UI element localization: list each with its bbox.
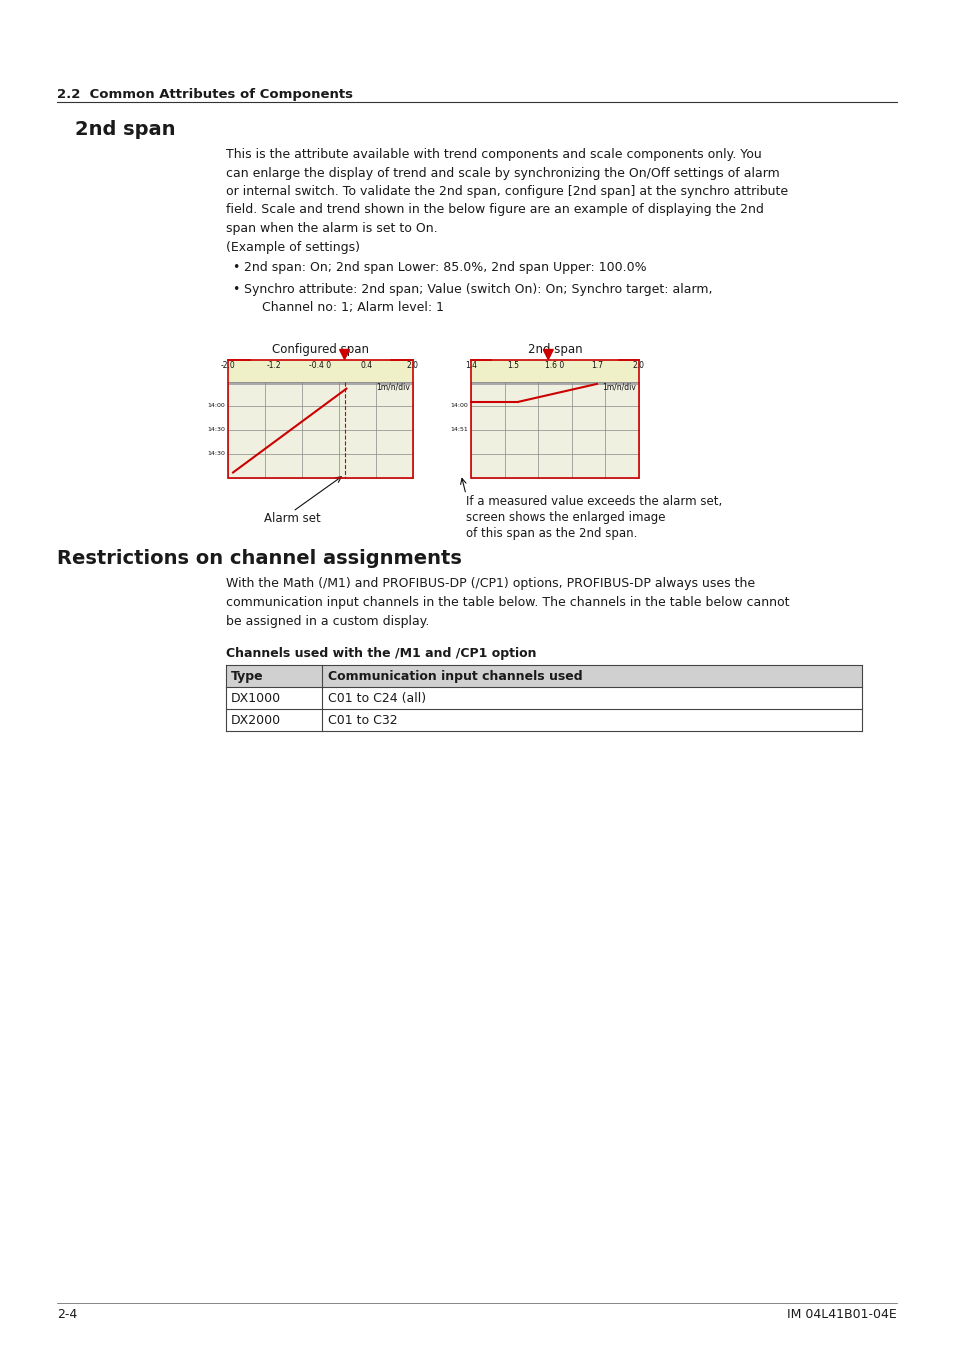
Text: 14:00: 14:00 xyxy=(207,404,225,408)
Bar xyxy=(471,359,639,478)
Polygon shape xyxy=(542,350,553,359)
Text: -0.4 0: -0.4 0 xyxy=(309,362,332,370)
Bar xyxy=(228,382,413,478)
Text: This is the attribute available with trend components and scale components only.: This is the attribute available with tre… xyxy=(226,148,760,161)
Bar xyxy=(228,382,413,385)
Text: or internal switch. To validate the 2nd span, configure [2nd span] at the synchr: or internal switch. To validate the 2nd … xyxy=(226,185,787,198)
Text: C01 to C24 (all): C01 to C24 (all) xyxy=(328,693,426,705)
Text: 2nd span: 2nd span xyxy=(75,120,175,139)
Text: 1.5: 1.5 xyxy=(506,362,518,370)
Text: 2-4: 2-4 xyxy=(57,1308,77,1322)
Text: 1.6 0: 1.6 0 xyxy=(545,362,564,370)
Text: field. Scale and trend shown in the below figure are an example of displaying th: field. Scale and trend shown in the belo… xyxy=(226,204,763,216)
Text: 2.0: 2.0 xyxy=(633,362,644,370)
Text: •: • xyxy=(232,282,239,296)
Text: Channel no: 1; Alarm level: 1: Channel no: 1; Alarm level: 1 xyxy=(262,301,443,315)
Text: 14:00: 14:00 xyxy=(450,404,468,408)
Text: of this span as the 2nd span.: of this span as the 2nd span. xyxy=(465,526,637,540)
Text: 2.0: 2.0 xyxy=(407,362,418,370)
Text: 14:51: 14:51 xyxy=(450,427,468,432)
Text: screen shows the enlarged image: screen shows the enlarged image xyxy=(465,510,665,524)
Text: Configured span: Configured span xyxy=(272,343,369,356)
Text: 2.2  Common Attributes of Components: 2.2 Common Attributes of Components xyxy=(57,88,353,101)
Text: communication input channels in the table below. The channels in the table below: communication input channels in the tabl… xyxy=(226,595,789,609)
Text: -1.2: -1.2 xyxy=(267,362,281,370)
Text: Restrictions on channel assignments: Restrictions on channel assignments xyxy=(57,549,461,568)
Polygon shape xyxy=(339,350,349,359)
Text: Communication input channels used: Communication input channels used xyxy=(328,670,582,683)
Text: 14:30: 14:30 xyxy=(207,427,225,432)
Text: 0.4: 0.4 xyxy=(360,362,373,370)
Text: C01 to C32: C01 to C32 xyxy=(328,714,397,728)
Text: 2nd span: On; 2nd span Lower: 85.0%, 2nd span Upper: 100.0%: 2nd span: On; 2nd span Lower: 85.0%, 2nd… xyxy=(244,261,646,274)
Text: With the Math (/M1) and PROFIBUS-DP (/CP1) options, PROFIBUS-DP always uses the: With the Math (/M1) and PROFIBUS-DP (/CP… xyxy=(226,578,755,590)
Text: (Example of settings): (Example of settings) xyxy=(226,240,359,254)
Bar xyxy=(471,382,639,385)
Text: IM 04L41B01-04E: IM 04L41B01-04E xyxy=(786,1308,896,1322)
Text: 1m/n/div: 1m/n/div xyxy=(375,382,410,391)
Text: If a measured value exceeds the alarm set,: If a measured value exceeds the alarm se… xyxy=(465,494,721,508)
Text: DX1000: DX1000 xyxy=(231,693,281,705)
Text: -2.0: -2.0 xyxy=(220,362,235,370)
Text: Type: Type xyxy=(231,670,263,683)
Text: 1.7: 1.7 xyxy=(590,362,602,370)
Text: Channels used with the /M1 and /CP1 option: Channels used with the /M1 and /CP1 opti… xyxy=(226,647,536,660)
Text: 1.4: 1.4 xyxy=(464,362,476,370)
Text: 14:30: 14:30 xyxy=(207,451,225,456)
Bar xyxy=(228,359,413,478)
Text: •: • xyxy=(232,261,239,274)
Text: can enlarge the display of trend and scale by synchronizing the On/Off settings : can enlarge the display of trend and sca… xyxy=(226,166,779,180)
Bar xyxy=(471,359,639,382)
Text: be assigned in a custom display.: be assigned in a custom display. xyxy=(226,614,429,628)
Bar xyxy=(226,666,862,687)
Bar xyxy=(228,359,413,382)
Text: Alarm set: Alarm set xyxy=(264,512,321,525)
Text: 2nd span: 2nd span xyxy=(527,343,581,356)
Text: 1m/n/div: 1m/n/div xyxy=(601,382,636,391)
Text: DX2000: DX2000 xyxy=(231,714,281,728)
Bar xyxy=(471,382,639,478)
Text: Synchro attribute: 2nd span; Value (switch On): On; Synchro target: alarm,: Synchro attribute: 2nd span; Value (swit… xyxy=(244,282,712,296)
Text: span when the alarm is set to On.: span when the alarm is set to On. xyxy=(226,221,437,235)
